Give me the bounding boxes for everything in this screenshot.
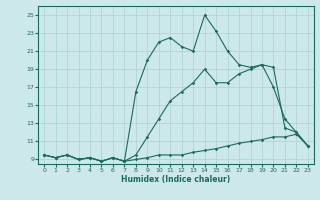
- X-axis label: Humidex (Indice chaleur): Humidex (Indice chaleur): [121, 175, 231, 184]
